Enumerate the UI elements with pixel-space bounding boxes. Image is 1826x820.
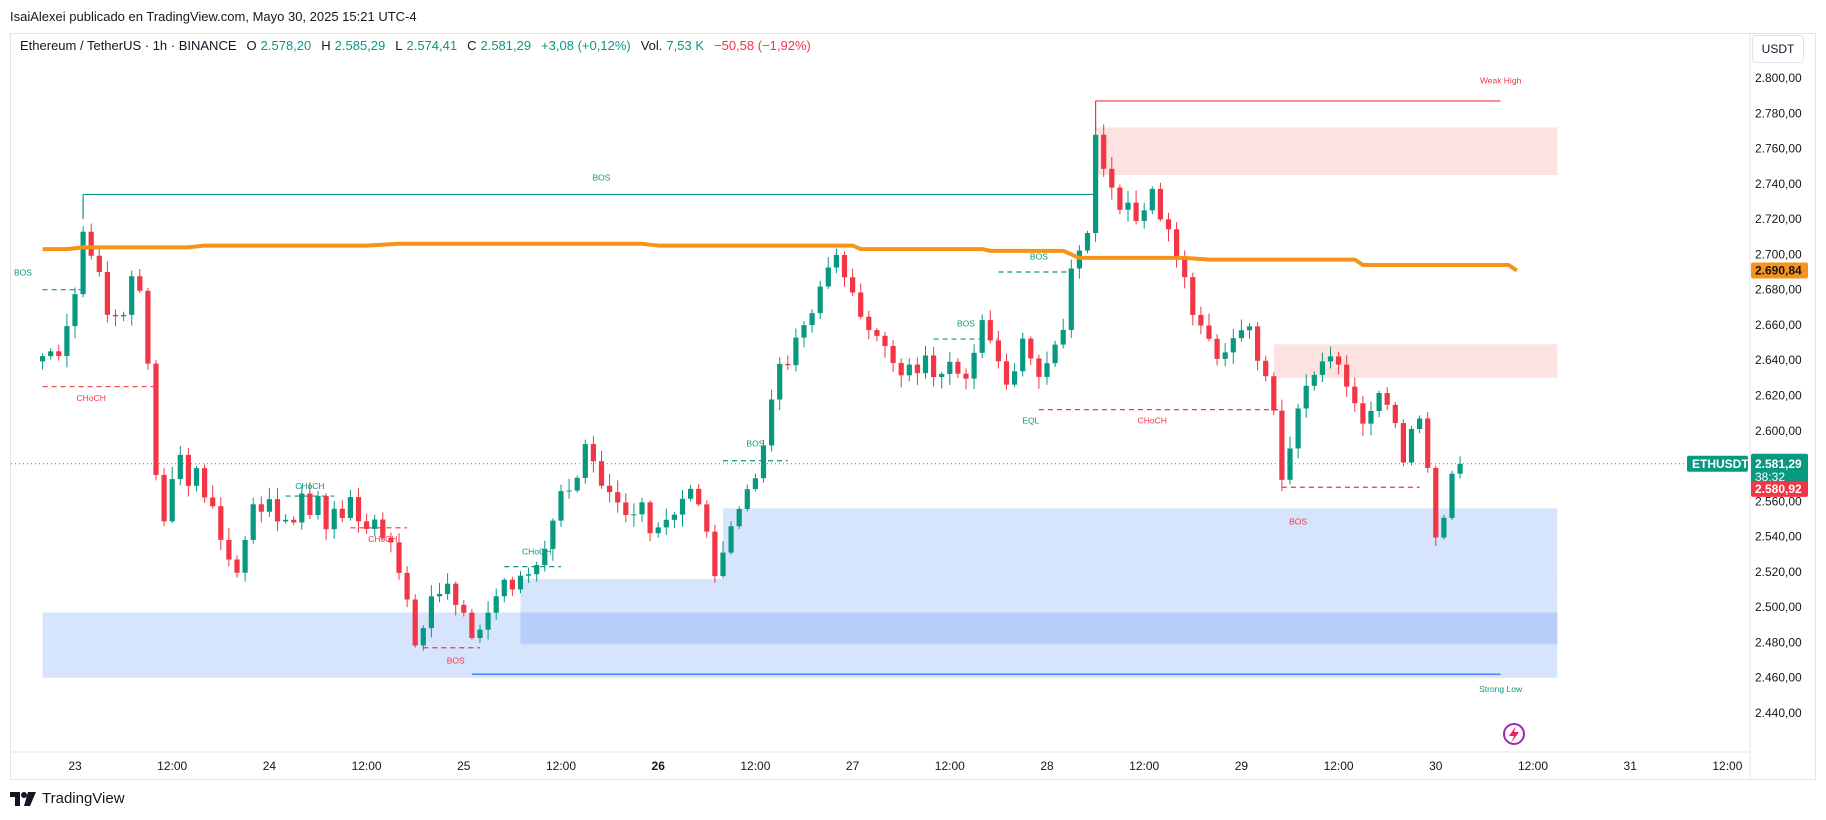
change-value: +3,08 (+0,12%) <box>541 38 631 53</box>
low-label: L <box>395 38 403 53</box>
tradingview-logo[interactable]: TradingView <box>10 790 125 807</box>
high-label: H <box>321 38 331 53</box>
chart-frame <box>10 33 1816 780</box>
low-value: 2.574,41 <box>406 38 458 53</box>
open-value: 2.578,20 <box>260 38 312 53</box>
volume-change: −50,58 (−1,92%) <box>714 38 811 53</box>
volume-label: Vol. <box>640 38 663 53</box>
volume-value: 7,53 K <box>666 38 704 53</box>
symbol-title[interactable]: Ethereum / TetherUS · 1h · BINANCE <box>20 38 237 53</box>
tradingview-brand-name: TradingView <box>42 790 125 807</box>
tradingview-logo-icon <box>10 791 36 806</box>
close-value: 2.581,29 <box>480 38 532 53</box>
close-label: C <box>467 38 477 53</box>
open-label: O <box>246 38 257 53</box>
publisher-caption: IsaiAlexei publicado en TradingView.com,… <box>10 9 417 24</box>
currency-button[interactable]: USDT <box>1752 35 1804 63</box>
high-value: 2.585,29 <box>334 38 386 53</box>
ohlc-legend: Ethereum / TetherUS · 1h · BINANCE O 2.57… <box>20 38 811 53</box>
